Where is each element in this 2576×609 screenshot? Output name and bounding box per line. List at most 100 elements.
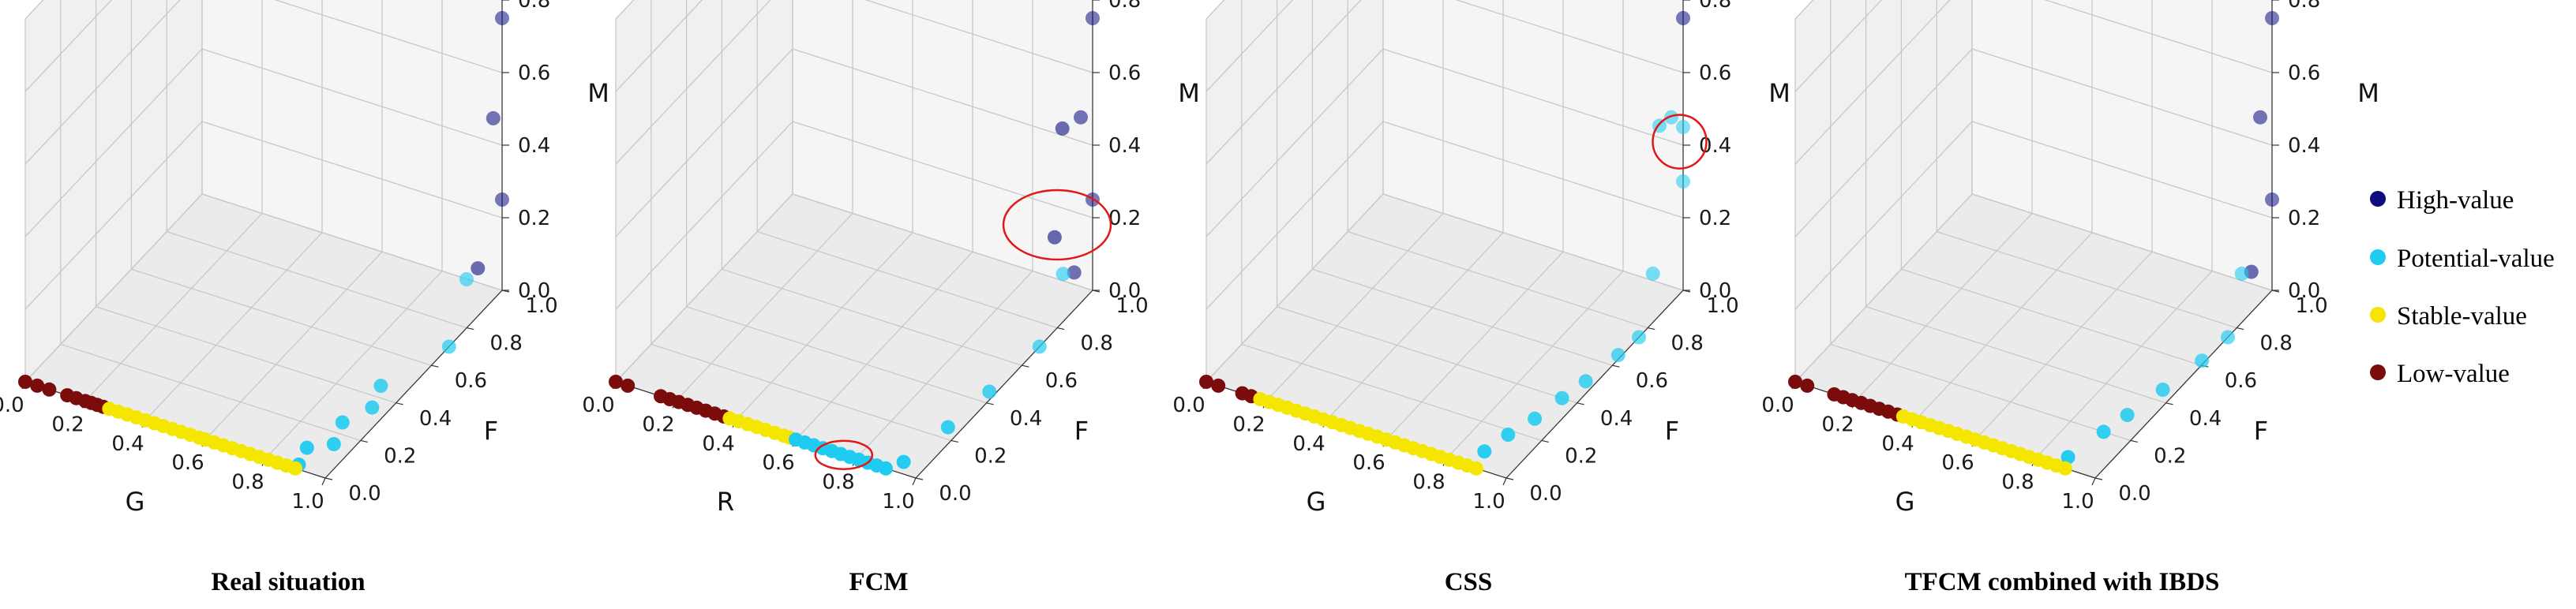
point-high-value-fcm [1055, 121, 1070, 136]
gridline [615, 0, 771, 165]
gridline [615, 193, 793, 383]
point-potential-value-css [1632, 330, 1646, 345]
gridline [24, 121, 203, 310]
gridline [1830, 343, 2131, 442]
point-potential-value-fcm [940, 420, 955, 435]
point-low-value-real-situation [18, 375, 32, 389]
point-potential-value-css [1528, 411, 1543, 426]
caption-real-situation: Real situation [211, 568, 365, 596]
y-tick-label: 0.0 [939, 482, 971, 506]
x-tick-label: 0.0 [1761, 394, 1794, 417]
x-axis-label: G [1895, 487, 1915, 517]
gridline [1794, 193, 1973, 383]
gridline [24, 0, 181, 165]
point-potential-value-tfcm-ibds [2060, 450, 2075, 465]
x-tick-label: 0.8 [822, 471, 854, 495]
x-tick-label: 0.8 [2001, 471, 2034, 495]
x-tick-label: 0.0 [0, 394, 24, 417]
y-tick-label: 1.0 [1116, 294, 1148, 318]
y-tick-label: 0.0 [1529, 482, 1562, 506]
point-potential-value-css [1645, 266, 1660, 281]
z-tick-label: 0.8 [2288, 0, 2320, 13]
gridline [651, 343, 951, 442]
z-tick-label: 0.6 [1108, 62, 1141, 85]
point-low-value-css [1211, 378, 1226, 393]
gridline [131, 268, 432, 366]
y-tick [467, 327, 474, 331]
gridline [201, 48, 503, 146]
x-tick-label: 1.0 [1472, 490, 1505, 514]
gridline [1206, 0, 1294, 92]
gridline [60, 343, 361, 442]
gridline [757, 230, 1058, 329]
point-high-value-real-situation [495, 192, 509, 207]
x-axis-label: G [1307, 487, 1326, 517]
y-tick-label: 0.4 [1600, 407, 1633, 431]
y-tick-label: 0.2 [2154, 444, 2186, 468]
point-stable-value-real-situation [288, 461, 302, 476]
gridline [24, 193, 203, 383]
point-low-value-css [1199, 375, 1213, 389]
y-tick-label: 1.0 [525, 294, 557, 318]
point-low-value-tfcm-ibds [1800, 378, 1815, 393]
z-axis-label: M [1178, 78, 1200, 108]
point-potential-value-tfcm-ibds [2195, 353, 2210, 368]
y-tick [1505, 477, 1514, 480]
gridline [1385, 251, 1564, 440]
point-potential-value-real-situation [335, 415, 350, 430]
z-tick-label: 0.8 [518, 0, 550, 13]
point-potential-value-css [1676, 120, 1690, 134]
legend-label-high-value: High-value [2397, 186, 2514, 215]
x-tick-label: 0.2 [1232, 413, 1265, 436]
x-tick-label: 0.6 [171, 451, 204, 475]
point-low-value-fcm [609, 375, 623, 389]
x-tick-label: 0.4 [702, 432, 734, 456]
x-tick-label: 0.4 [1881, 432, 1914, 456]
gridline [1206, 121, 1384, 310]
x-tick-label: 1.0 [882, 490, 914, 514]
gridline [1794, 0, 1883, 92]
gridline [1382, 193, 1684, 291]
gridline [1971, 121, 2273, 219]
gridline [795, 251, 973, 440]
x-tick-label: 0.2 [1821, 413, 1854, 436]
highlight-ellipse [814, 439, 874, 470]
gridline [1914, 232, 2093, 421]
z-tick-label: 0.0 [518, 279, 550, 303]
legend: High-value Potential-value Stable-value … [2370, 186, 2555, 388]
panel-real-situation: 0.00.20.40.60.81.00.00.20.40.60.81.00.00… [0, 0, 609, 517]
z-tick-label: 0.2 [1108, 207, 1141, 230]
z-tick-label: 0.0 [1108, 279, 1141, 303]
y-tick-label: 0.2 [974, 444, 1007, 468]
gridline [1455, 0, 1684, 73]
y-tick-label: 0.8 [2260, 332, 2293, 356]
y-tick [951, 439, 958, 443]
gridline [2034, 271, 2213, 460]
z-tick-label: 0.4 [518, 134, 550, 158]
gridline [201, 121, 503, 219]
x-tick-label: 0.2 [642, 413, 674, 436]
point-potential-value-css [1676, 174, 1690, 189]
gridline [686, 306, 987, 404]
gridline [204, 251, 383, 440]
y-tick [324, 477, 333, 480]
legend-marker-potential-value [2370, 249, 2386, 265]
x-tick-label: 0.6 [1941, 451, 1974, 475]
y-tick [2094, 477, 2103, 480]
y-tick-label: 0.6 [1045, 369, 1078, 393]
gridline [1971, 48, 2273, 146]
z-tick-label: 0.2 [2288, 207, 2320, 230]
legend-marker-low-value [2370, 364, 2386, 380]
y-tick [2237, 327, 2244, 331]
y-axis-label: F [484, 416, 498, 446]
y-tick [915, 477, 924, 480]
y-tick-label: 1.0 [2295, 294, 2327, 318]
point-potential-value-css [1610, 348, 1625, 363]
y-tick-label: 0.6 [2225, 369, 2257, 393]
x-tick [321, 477, 326, 486]
gridline [84, 212, 263, 402]
z-tick-label: 0.8 [1699, 0, 1731, 13]
x-tick-label: 1.0 [291, 490, 324, 514]
point-stable-value-css [1469, 461, 1483, 476]
point-potential-value-fcm [1056, 267, 1071, 282]
